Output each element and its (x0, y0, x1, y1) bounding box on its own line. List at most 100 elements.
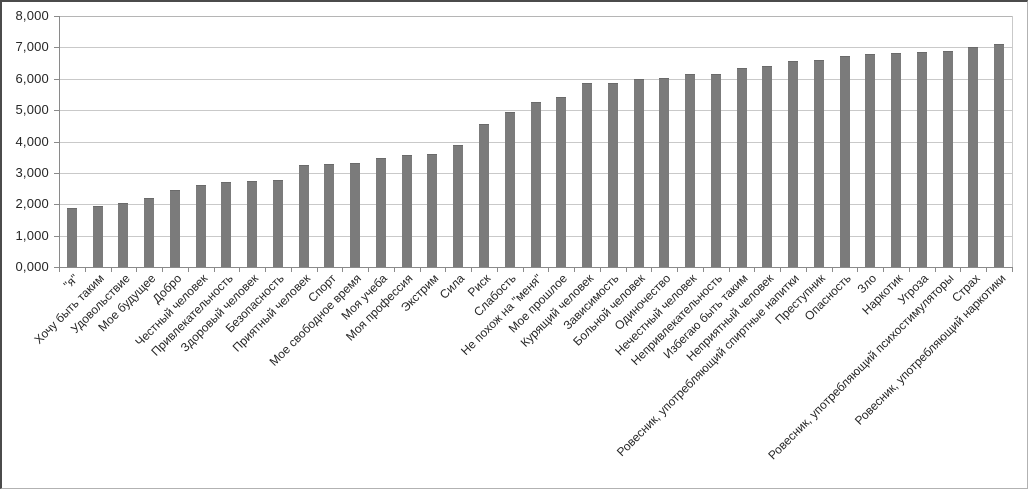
y-axis-tick-label: 4,000 (15, 133, 49, 149)
bar (659, 77, 670, 267)
bar (478, 124, 489, 267)
y-tick-mark (54, 172, 59, 174)
bar (556, 97, 567, 267)
bar (788, 61, 799, 267)
x-tick-mark (136, 268, 138, 272)
bar (916, 52, 927, 267)
x-axis-line (59, 267, 1013, 268)
x-tick-mark (857, 268, 859, 272)
bar (92, 205, 103, 267)
bar (607, 82, 618, 267)
x-tick-mark (780, 268, 782, 272)
x-tick-mark (393, 268, 395, 272)
x-tick-mark (548, 268, 550, 272)
bar (530, 101, 541, 267)
y-tick-mark (54, 16, 59, 17)
x-tick-mark (522, 268, 524, 272)
x-tick-mark (986, 268, 988, 272)
y-axis-tick-label: 8,000 (15, 8, 49, 23)
x-tick-mark (368, 268, 370, 272)
x-tick-mark (574, 268, 576, 272)
bar (427, 154, 438, 267)
gridline (59, 78, 1012, 80)
plot-right-border (1012, 16, 1013, 267)
bar (685, 74, 696, 267)
y-axis-tick-label: 0,000 (15, 259, 49, 274)
bar (633, 79, 644, 267)
x-tick-mark (934, 268, 936, 272)
x-tick-mark (342, 268, 344, 272)
x-tick-mark (728, 268, 730, 272)
bar (453, 145, 464, 267)
bar (762, 66, 773, 267)
y-axis-tick-label: 7,000 (15, 39, 49, 55)
x-tick-mark (496, 268, 498, 272)
bar (118, 202, 129, 267)
x-tick-mark (419, 268, 421, 272)
bar (736, 67, 747, 267)
bar (968, 46, 979, 267)
x-tick-mark (960, 268, 962, 272)
gridline (59, 47, 1012, 49)
x-tick-mark (702, 268, 704, 272)
bar (813, 59, 824, 267)
x-tick-mark (162, 268, 164, 272)
y-axis-line (59, 16, 60, 268)
bar (891, 52, 902, 267)
bar (582, 82, 592, 267)
x-tick-mark (831, 268, 833, 272)
y-axis-tick-label: 5,000 (15, 102, 49, 118)
bar (839, 55, 850, 267)
x-tick-mark (625, 268, 627, 272)
x-tick-mark (677, 268, 679, 272)
y-axis-tick-label: 1,000 (15, 227, 49, 243)
y-tick-mark (54, 267, 59, 268)
x-tick-mark (213, 268, 215, 272)
x-tick-mark (84, 268, 86, 272)
bar (350, 162, 361, 267)
bar (66, 208, 77, 267)
y-axis-tick-label: 6,000 (15, 70, 49, 86)
y-axis-tick-label: 3,000 (15, 164, 49, 180)
x-tick-mark (599, 268, 601, 272)
bar (324, 163, 335, 267)
y-tick-mark (54, 235, 59, 237)
x-tick-mark (754, 268, 756, 272)
x-tick-mark (908, 268, 910, 272)
x-tick-mark (110, 268, 112, 272)
x-tick-mark (805, 268, 807, 272)
plot-area (59, 16, 1012, 267)
bar (221, 181, 232, 267)
bar (401, 155, 412, 267)
y-tick-mark (54, 78, 59, 80)
bar (994, 44, 1005, 267)
x-tick-mark (59, 268, 60, 272)
x-tick-mark (187, 268, 189, 272)
bar (865, 53, 876, 267)
bar (247, 181, 258, 267)
x-tick-mark (471, 268, 473, 272)
bar (169, 190, 180, 267)
bar (298, 165, 309, 267)
x-tick-mark (651, 268, 653, 272)
x-tick-mark (1012, 268, 1013, 272)
bar (942, 51, 953, 267)
y-axis-tick-label: 2,000 (15, 196, 49, 212)
bar (375, 158, 386, 267)
x-tick-mark (883, 268, 885, 272)
gridline (59, 16, 1012, 17)
bar (272, 179, 283, 267)
y-tick-mark (54, 47, 59, 49)
x-tick-mark (265, 268, 267, 272)
bar (710, 73, 721, 267)
bar (195, 185, 206, 267)
x-tick-mark (445, 268, 447, 272)
y-tick-mark (54, 141, 59, 143)
y-tick-mark (54, 110, 59, 112)
y-tick-mark (54, 204, 59, 206)
x-tick-mark (290, 268, 292, 272)
x-tick-mark (239, 268, 241, 272)
x-axis-category-label: Сила (436, 271, 468, 302)
x-tick-mark (316, 268, 318, 272)
